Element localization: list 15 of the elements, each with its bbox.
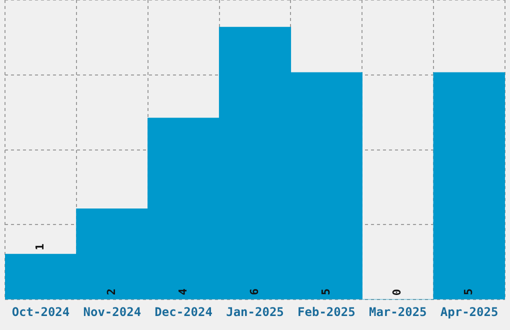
x-tick-label: Apr-2025 [440,304,498,319]
data-label: 4 [176,288,190,296]
data-label: 2 [105,288,118,296]
x-tick-label: Oct-2024 [12,304,70,319]
data-label: 5 [462,288,476,296]
x-tick-label: Nov-2024 [83,304,142,319]
x-tick-label: Jan-2025 [226,304,284,319]
x-tick-label: Feb-2025 [298,304,356,319]
x-tick-label: Mar-2025 [368,304,427,319]
bar [433,72,505,300]
x-tick-label: Dec-2024 [154,304,212,319]
data-label: 5 [319,288,332,296]
data-label: 1 [34,243,47,250]
data-label: 0 [390,288,404,296]
data-label: 6 [248,288,261,296]
